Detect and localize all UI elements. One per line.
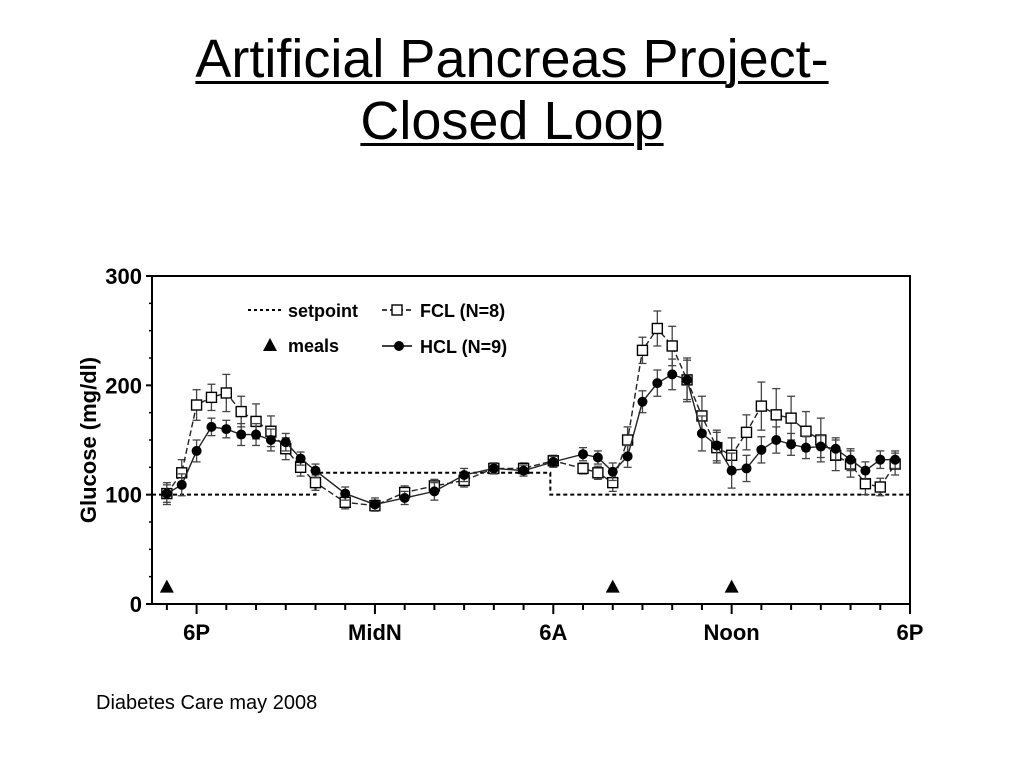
legend-hcl-swatch (394, 341, 404, 351)
hcl-point (890, 454, 901, 465)
title-line-1: Artificial Pancreas Project- (195, 29, 829, 89)
hcl-point (815, 441, 826, 452)
hcl-point (221, 424, 232, 435)
hcl-point (488, 463, 499, 474)
fcl-point (800, 425, 812, 437)
hcl-point (592, 452, 603, 463)
fcl-series (161, 310, 901, 512)
hcl-point (340, 488, 351, 499)
hcl-point (845, 454, 856, 465)
meal-marker (605, 579, 620, 593)
legend-setpoint-label: setpoint (288, 301, 358, 321)
y-axis-label: Glucose (mg/dl) (76, 357, 101, 523)
hcl-point (652, 378, 663, 389)
hcl-point (830, 443, 841, 454)
legend-meals-label: meals (288, 336, 339, 356)
legend-meals-swatch (263, 338, 277, 351)
fcl-point (651, 322, 664, 335)
fcl-point (235, 405, 247, 418)
hcl-point (860, 465, 871, 476)
setpoint-line (152, 471, 910, 496)
hcl-point (875, 454, 886, 465)
hcl-point (607, 466, 618, 477)
hcl-point (429, 486, 440, 497)
fcl-point (577, 462, 589, 475)
hcl-point (786, 439, 797, 450)
hcl-point (459, 469, 470, 480)
x-tick-label: Noon (704, 620, 760, 645)
hcl-point (236, 429, 247, 440)
meal-marker (159, 579, 174, 593)
fcl-point (666, 340, 678, 352)
hcl-point (667, 369, 678, 380)
fcl-point (859, 478, 872, 490)
title-line-2: Closed Loop (360, 91, 664, 151)
hcl-point (741, 463, 752, 474)
y-tick-label: 200 (105, 373, 142, 398)
hcl-point (251, 429, 262, 440)
hcl-point (280, 437, 291, 448)
x-tick-label: MidN (348, 620, 402, 645)
hcl-point (682, 374, 693, 385)
hcl-point (622, 451, 633, 462)
fcl-point (874, 481, 886, 493)
fcl-point (220, 387, 233, 399)
fcl-point (205, 391, 218, 404)
hcl-point (711, 440, 722, 451)
hcl-point (548, 456, 559, 467)
fcl-point (785, 412, 797, 424)
x-tick-label: 6P (897, 620, 924, 645)
x-tick-label: 6A (539, 620, 567, 645)
hcl-point (161, 488, 172, 499)
hcl-point (518, 465, 529, 476)
plot-frame (151, 275, 911, 605)
fcl-point (190, 399, 203, 411)
hcl-point (206, 421, 217, 432)
hcl-point (800, 442, 811, 453)
hcl-point (696, 428, 707, 439)
hcl-point (176, 479, 187, 490)
hcl-point (310, 465, 321, 476)
slide-title: Artificial Pancreas Project- Closed Loop (0, 28, 1024, 152)
hcl-point (726, 465, 737, 476)
hcl-point (637, 396, 648, 407)
hcl-series (161, 358, 901, 512)
y-tick-label: 100 (105, 483, 142, 508)
x-tick-label: 6P (183, 620, 210, 645)
legend: setpoint meals FCL (N=8) HCL (N=9) (248, 301, 507, 357)
fcl-point (755, 400, 768, 412)
fcl-point (740, 426, 753, 439)
legend-hcl-label: HCL (N=9) (420, 337, 507, 357)
hcl-point (771, 435, 782, 445)
fcl-point (770, 409, 782, 421)
source-citation: Diabetes Care may 2008 (96, 692, 318, 714)
y-tick-label: 0 (130, 592, 142, 617)
legend-fcl-label: FCL (N=8) (420, 301, 505, 321)
fcl-point (309, 476, 322, 489)
hcl-point (369, 499, 380, 510)
fcl-point (592, 467, 604, 479)
hcl-line (166, 373, 896, 506)
y-tick-label: 300 (105, 264, 142, 289)
meal-marker (724, 579, 739, 593)
legend-fcl-swatch (391, 304, 403, 316)
fcl-point (636, 344, 649, 357)
hcl-point (399, 492, 410, 503)
hcl-point (191, 445, 202, 456)
hcl-point (295, 453, 306, 464)
hcl-point (756, 444, 767, 455)
hcl-point (265, 435, 276, 445)
hcl-point (578, 449, 589, 460)
